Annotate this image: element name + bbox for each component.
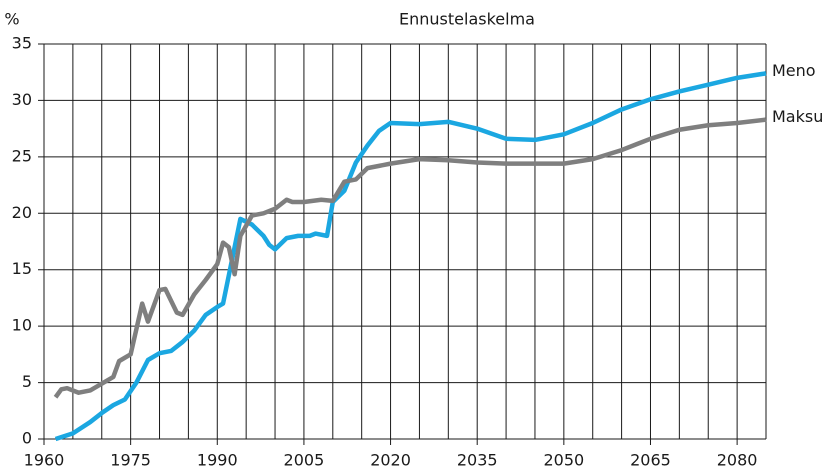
chart-title: Ennustelaskelma bbox=[399, 10, 535, 29]
x-tick-label: 2035 bbox=[457, 451, 498, 470]
x-tick-label: 1990 bbox=[197, 451, 238, 470]
y-tick-label: 15 bbox=[12, 259, 32, 278]
data-line bbox=[53, 117, 767, 399]
y-tick-label: 30 bbox=[12, 90, 32, 109]
y-tick-label: 20 bbox=[12, 203, 32, 222]
y-tick-label: 25 bbox=[12, 146, 32, 165]
y-tick-label: 0 bbox=[22, 429, 32, 448]
x-tick-label: 2065 bbox=[630, 451, 671, 470]
legend-label: Meno bbox=[772, 61, 816, 80]
x-tick-label: 2020 bbox=[370, 451, 411, 470]
y-axis-label: % bbox=[4, 10, 19, 29]
y-tick-label: 5 bbox=[22, 372, 32, 391]
x-tick-label: 2080 bbox=[717, 451, 758, 470]
x-tick-label: 2005 bbox=[284, 451, 325, 470]
x-tick-label: 2050 bbox=[543, 451, 584, 470]
x-tick-label: 1975 bbox=[110, 451, 151, 470]
y-tick-label: 10 bbox=[12, 316, 32, 335]
legend-label: Maksu bbox=[772, 107, 823, 126]
y-tick-label: 35 bbox=[12, 34, 32, 53]
data-line bbox=[54, 71, 767, 442]
x-tick-label: 1960 bbox=[24, 451, 65, 470]
